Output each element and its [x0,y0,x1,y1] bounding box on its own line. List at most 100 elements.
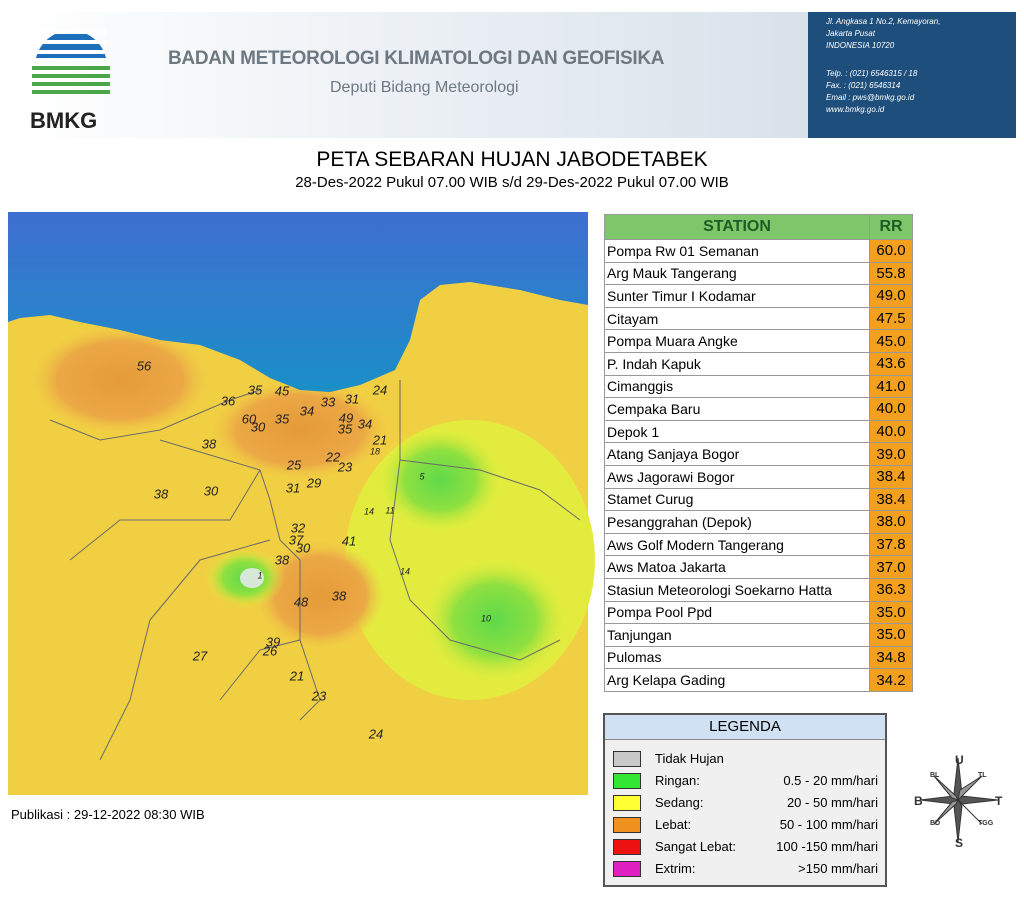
station-name: P. Indah Kapuk [604,351,870,376]
station-label: 22 [325,449,341,464]
table-row: Arg Kelapa Gading 34.2 [604,668,913,692]
table-row: Pulomas 34.8 [604,645,913,670]
legend-title: LEGENDA [605,715,885,740]
station-label: 29 [306,475,321,490]
station-name: Aws Golf Modern Tangerang [604,532,870,557]
station-name: Aws Jagorawi Bogor [604,464,870,489]
station-label: 14 [364,506,374,516]
station-label: 23 [337,459,353,474]
legend-swatch [613,751,641,767]
station-label: 30 [251,419,266,434]
station-name: Stamet Curug [604,487,870,512]
legend-label: Sangat Lebat: [655,839,736,854]
table-row: Citayam 47.5 [604,306,913,331]
station-label: 41 [342,533,356,548]
legend: LEGENDA Tidak Hujan Ringan: 0.5 - 20 mm/ha… [603,713,887,887]
compass-label: S [955,836,964,850]
rainfall-value: 34.2 [869,668,913,692]
station-label: 34 [300,403,314,418]
rainfall-value: 60.0 [869,239,913,263]
station-label: 11 [385,505,394,515]
rainfall-value: 39.0 [869,442,913,466]
rainfall-value: 49.0 [869,284,913,308]
legend-swatch [613,861,641,877]
legend-label: Lebat: [655,817,692,832]
logo-text: BMKG [30,108,98,133]
rainfall-value: 43.6 [869,351,913,376]
division-name: Deputi Bidang Meteorologi [330,79,519,96]
station-label: 23 [311,688,327,703]
station-label: 33 [321,394,336,409]
table-row: Pompa Rw 01 Semanan 60.0 [604,239,913,263]
legend-swatch [613,795,641,811]
zone [30,325,210,435]
station-label: 39 [266,634,280,649]
rainfall-value: 38.4 [869,487,913,512]
table-row: Atang Sanjaya Bogor 39.0 [604,442,913,466]
station-name: Depok 1 [604,419,870,444]
station-name: Cempaka Baru [604,397,870,421]
station-label: 1 [257,570,262,580]
station-label: 24 [372,382,387,397]
logo [32,30,110,94]
station-label: 34 [358,416,372,431]
table-row: Stamet Curug 38.4 [604,487,913,512]
station-name: Citayam [604,306,870,331]
table-row: Aws Golf Modern Tangerang 37.8 [604,532,913,557]
station-label: 5 [419,471,425,481]
station-label: 18 [370,446,380,456]
address-line: Jl. Angkasa 1 No.2, Kemayoran, [826,17,941,26]
station-name: Pompa Pool Ppd [604,600,870,625]
table-row: Pesanggrahan (Depok) 38.0 [604,510,913,534]
rainfall-value: 45.0 [869,329,913,353]
station-name: Arg Mauk Tangerang [604,261,870,286]
station-label: 35 [248,382,263,397]
legend-swatch [613,839,641,855]
legend-swatch [613,817,641,833]
legend-range: >150 mm/hari [798,861,878,876]
compass-label: TL [978,772,987,779]
address-line: INDONESIA 10720 [826,41,895,50]
station-label: 45 [275,383,290,398]
legend-range: 20 - 50 mm/hari [786,795,878,810]
address-line: Jakarta Pusat [826,29,875,38]
legend-range: 50 - 100 mm/hari [779,817,878,832]
compass-label: BL [930,772,940,779]
zone [255,540,385,650]
rainfall-value: 37.8 [869,532,913,557]
table-header: STATION [604,214,870,240]
rainfall-value: 35.0 [869,600,913,625]
station-label: 35 [338,421,353,436]
station-label: 38 [332,588,347,603]
station-name: Pompa Muara Angke [604,329,870,353]
legend-label: Sedang: [655,795,704,810]
station-label: 25 [286,457,302,472]
station-label: 14 [400,566,410,576]
station-label: 24 [368,726,383,741]
contact-line: www.bmkg.go.id [826,105,885,114]
boundaries [49,380,581,761]
station-name: Cimanggis [604,374,870,399]
legend-swatch [613,773,641,789]
station-label: 31 [345,391,359,406]
zone [375,425,505,535]
station-name: Pulomas [604,645,870,670]
station-label: 10 [481,613,491,623]
rainfall-value: 38.4 [869,464,913,489]
table-row: Pompa Muara Angke 45.0 [604,329,913,353]
station-name: Pompa Rw 01 Semanan [604,239,870,263]
agency-name: BADAN METEOROLOGI KLIMATOLOGI DAN GEOFIS… [168,48,665,69]
rainfall-value: 41.0 [869,374,913,399]
contact-line: Fax. : (021) 6546314 [826,81,901,90]
table-row: Cempaka Baru 40.0 [604,397,913,421]
station-label: 60 [242,411,257,426]
legend-item: Lebat: 50 - 100 mm/hari [613,817,883,833]
station-label: 21 [372,432,387,447]
table-row: Tanjungan 35.0 [604,623,913,647]
rainfall-value: 35.0 [869,623,913,647]
rainfall-value: 38.0 [869,510,913,534]
station-label: 49 [339,410,353,425]
rainfall-value: 47.5 [869,306,913,331]
table-row: Pompa Pool Ppd 35.0 [604,600,913,625]
